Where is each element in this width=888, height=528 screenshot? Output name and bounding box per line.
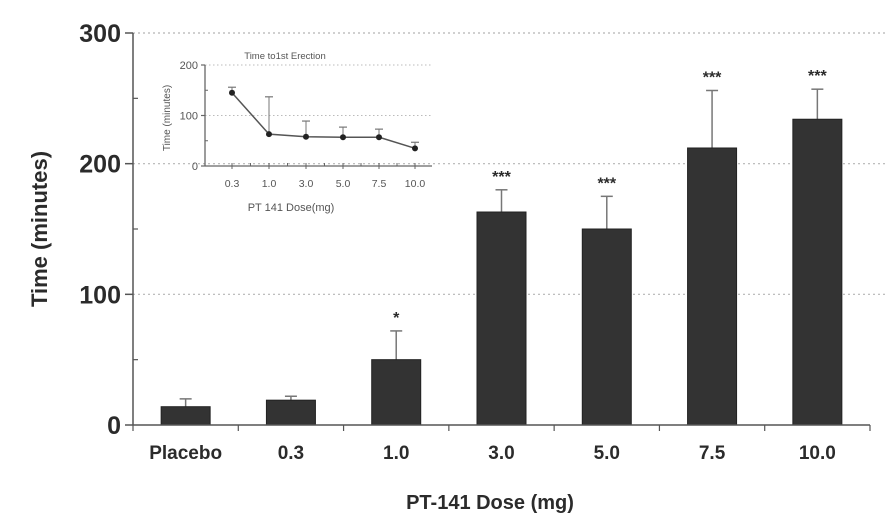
- inset-x-tick-label: 10.0: [405, 178, 426, 190]
- bar: [687, 147, 738, 426]
- x-axis-label: PT-141 Dose (mg): [406, 492, 574, 514]
- significance-label: *: [393, 310, 400, 327]
- inset-x-tick-label: 5.0: [336, 178, 351, 190]
- inset-y-tick-label: 100: [180, 111, 198, 123]
- x-tick-label: 10.0: [799, 443, 836, 464]
- inset-chart: 0 100 200 0.3 1.0 3.0 5.0 7.5 10.0 Time to1st Er…: [162, 51, 432, 214]
- inset-line: [231, 92, 416, 150]
- bar: [476, 211, 527, 426]
- inset-data-point: [266, 131, 272, 138]
- x-tick-label: 3.0: [488, 443, 514, 464]
- y-tick-label: 300: [79, 20, 121, 48]
- x-tick-label: Placebo: [149, 443, 222, 464]
- inset-title: Time to1st Erection: [244, 51, 325, 62]
- significance-label: ***: [597, 175, 616, 192]
- inset-x-axis-label: PT 141 Dose(mg): [248, 202, 335, 214]
- inset-series: [228, 86, 419, 152]
- bar: [371, 359, 422, 426]
- inset-y-axis-label: Time (minutes): [162, 85, 173, 151]
- x-tick-label: 7.5: [699, 443, 726, 464]
- inset-x-tick-label: 1.0: [262, 178, 277, 190]
- inset-data-point: [229, 89, 235, 96]
- inset-y-tick-label: 0: [192, 161, 198, 173]
- inset-x-tick-label: 0.3: [225, 178, 240, 190]
- bar: [792, 118, 843, 426]
- inset-axes: 0 100 200 0.3 1.0 3.0 5.0 7.5 10.0: [180, 60, 432, 190]
- significance-label: ***: [808, 68, 827, 85]
- y-tick-label: 0: [107, 412, 121, 440]
- bar: [265, 399, 316, 426]
- bar: [581, 228, 632, 426]
- main-bars: **** ****** ***: [160, 68, 843, 426]
- inset-gridlines: [205, 64, 432, 167]
- inset-data-point: [303, 133, 309, 140]
- bar: [160, 406, 211, 426]
- inset-data-point: [340, 134, 346, 141]
- inset-x-tick-label: 7.5: [372, 178, 387, 190]
- y-tick-label: 200: [79, 151, 121, 179]
- inset-data-point: [412, 145, 418, 152]
- inset-x-tick-label: 3.0: [299, 178, 314, 190]
- significance-label: ***: [492, 169, 511, 186]
- y-tick-label: 100: [79, 281, 121, 309]
- y-axis-label: Time (minutes): [27, 151, 52, 307]
- x-tick-label: 1.0: [383, 443, 409, 464]
- x-tick-label: 0.3: [278, 443, 304, 464]
- main-axes: 0 100 200 300 Placebo 0.3 1.0 3.0 5.0 7.5 10.0: [79, 20, 871, 464]
- significance-label: ***: [703, 69, 722, 86]
- inset-data-point: [376, 134, 382, 141]
- x-tick-label: 5.0: [594, 443, 620, 464]
- inset-y-tick-label: 200: [180, 60, 198, 72]
